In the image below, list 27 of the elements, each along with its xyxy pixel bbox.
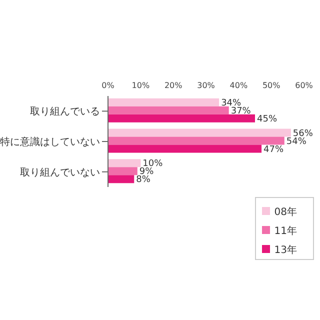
y-tick-label: 特に意識はしていない (0, 136, 100, 148)
y-tick-label: 取り組んでいる (30, 106, 100, 118)
data-label: 47% (264, 144, 284, 155)
legend-label: 11年 (274, 226, 297, 237)
x-tick-label: 60% (295, 81, 314, 90)
y-tick-label: 取り組んでいない (20, 167, 100, 178)
data-label: 45% (257, 114, 278, 124)
x-tick-label: 30% (197, 81, 216, 90)
bar (108, 136, 284, 145)
bar (108, 114, 255, 122)
bar (108, 167, 138, 176)
bar (108, 128, 291, 137)
x-tick-label: 20% (164, 81, 183, 90)
data-label: 8% (136, 175, 151, 186)
x-tick-label: 40% (230, 81, 248, 90)
bar (108, 175, 134, 184)
bar (108, 106, 229, 114)
x-tick-label: 0% (102, 81, 115, 90)
bar (108, 144, 262, 153)
bar (108, 98, 220, 106)
data-label: 37% (230, 106, 252, 116)
x-tick-label: 50% (262, 81, 281, 90)
bar (108, 159, 141, 168)
legend-label: 13年 (274, 245, 297, 256)
data-label: 54% (286, 136, 307, 147)
legend-label: 08年 (274, 207, 297, 218)
x-tick-label: 10% (132, 81, 150, 90)
